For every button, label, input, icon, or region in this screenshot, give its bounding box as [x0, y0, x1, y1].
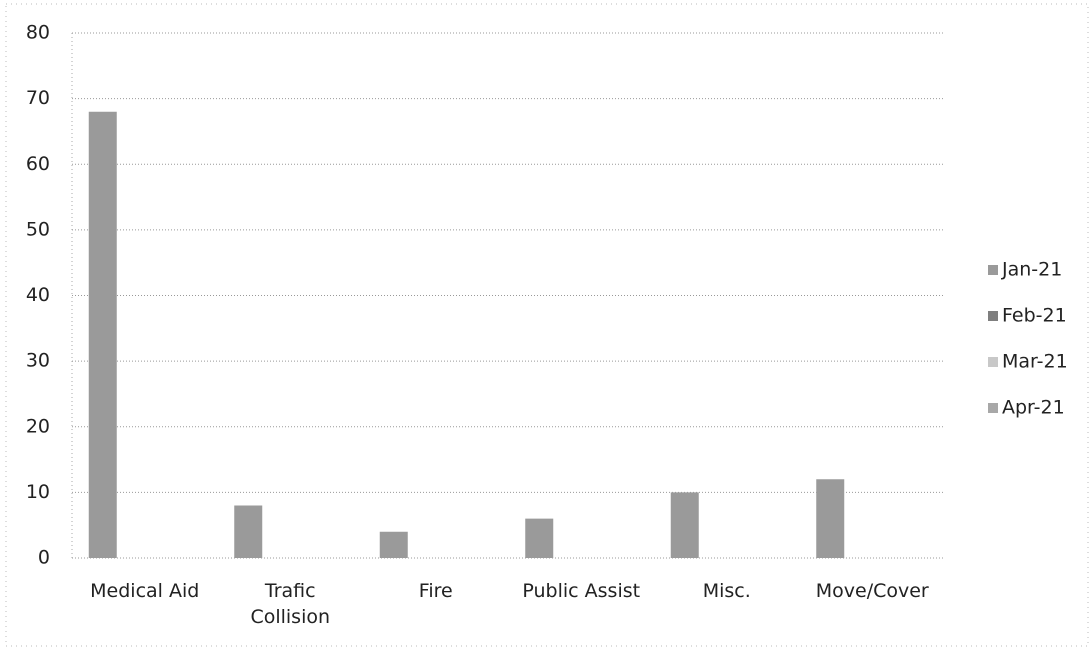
bar — [525, 518, 554, 558]
legend-label: Mar-21 — [1002, 351, 1068, 373]
bar — [234, 505, 263, 558]
bar — [379, 531, 408, 558]
y-tick-label: 40 — [26, 284, 50, 306]
legend-swatch — [988, 357, 998, 367]
x-tick-label: Move/Cover — [815, 580, 929, 602]
x-tick-label: Fire — [418, 580, 453, 602]
legend-label: Jan-21 — [1001, 259, 1062, 281]
legend-label: Feb-21 — [1002, 305, 1067, 327]
x-tick-label: Medical Aid — [90, 580, 200, 602]
legend-swatch — [988, 311, 998, 321]
bar — [88, 111, 117, 558]
bar — [670, 492, 699, 558]
legend-swatch — [988, 403, 998, 413]
chart-border — [5, 3, 1089, 647]
y-tick-label: 20 — [26, 415, 50, 437]
y-tick-label: 60 — [26, 153, 50, 175]
bar — [816, 479, 845, 558]
y-tick-label: 10 — [26, 481, 50, 503]
y-tick-label: 30 — [26, 350, 50, 372]
x-tick-label: Misc. — [702, 580, 751, 602]
legend-swatch — [988, 265, 998, 275]
y-tick-label: 70 — [26, 87, 50, 109]
y-tick-label: 50 — [26, 218, 50, 240]
x-tick-label: Trafic Collision — [250, 580, 331, 628]
y-tick-label: 0 — [38, 547, 50, 569]
x-tick-label: Public Assist — [522, 580, 641, 602]
y-tick-label: 80 — [26, 22, 50, 44]
legend-label: Apr-21 — [1002, 397, 1065, 419]
